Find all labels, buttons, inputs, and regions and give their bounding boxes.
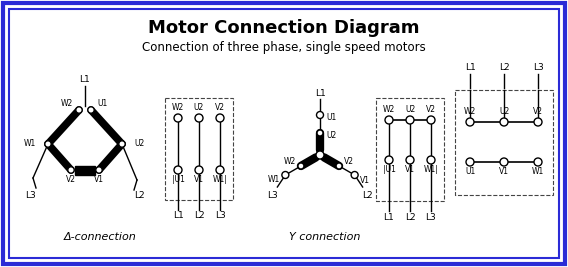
Text: W1: W1 [268,175,281,184]
Text: W1|: W1| [212,175,227,184]
Circle shape [406,116,414,124]
Text: L1: L1 [465,64,475,73]
Text: V2: V2 [533,108,543,116]
Text: U1: U1 [326,112,336,121]
Circle shape [385,156,393,164]
Text: W2: W2 [283,156,296,166]
Circle shape [500,158,508,166]
Text: L2: L2 [194,211,204,221]
Bar [165,98,233,200]
Text: V2: V2 [215,104,225,112]
Circle shape [466,118,474,126]
Circle shape [282,171,289,179]
Text: L3: L3 [215,211,225,221]
Circle shape [45,141,51,147]
Circle shape [174,114,182,122]
Circle shape [427,116,435,124]
Text: Motor Connection Diagram: Motor Connection Diagram [148,19,420,37]
Text: L1: L1 [315,88,325,97]
Circle shape [316,151,324,159]
Text: U2: U2 [499,108,509,116]
Circle shape [216,166,224,174]
Circle shape [317,130,323,136]
Circle shape [534,158,542,166]
Text: V1: V1 [94,175,104,184]
Bar [455,90,553,195]
Text: L1: L1 [173,211,183,221]
Text: L1: L1 [80,76,90,84]
Circle shape [68,167,74,173]
Circle shape [466,158,474,166]
Text: U2: U2 [194,104,204,112]
Text: L3: L3 [267,190,278,199]
Text: W2: W2 [172,104,184,112]
Circle shape [76,107,82,113]
Text: |U1: |U1 [383,166,395,175]
Text: W1: W1 [24,139,36,148]
Circle shape [88,107,94,113]
Circle shape [298,163,304,169]
Circle shape [385,116,393,124]
Circle shape [96,167,102,173]
Text: W2: W2 [464,108,476,116]
Circle shape [500,118,508,126]
Text: Δ-connection: Δ-connection [64,232,136,242]
Text: V1: V1 [499,167,509,176]
Circle shape [427,156,435,164]
Text: U1: U1 [465,167,475,176]
Text: Y connection: Y connection [289,232,361,242]
Circle shape [534,118,542,126]
Text: W2: W2 [61,99,73,108]
Text: V2: V2 [344,156,354,166]
Text: W1|: W1| [424,166,438,175]
Text: W2: W2 [383,105,395,115]
Text: V1: V1 [405,166,415,175]
Text: U1: U1 [97,99,107,108]
Text: V1: V1 [194,175,204,184]
Text: L1: L1 [383,213,394,222]
Text: L2: L2 [499,64,509,73]
Text: U2: U2 [134,139,144,148]
Circle shape [216,114,224,122]
Circle shape [195,114,203,122]
Text: U2: U2 [405,105,415,115]
Circle shape [174,166,182,174]
Circle shape [119,141,125,147]
Text: |U1: |U1 [172,175,185,184]
Text: L3: L3 [425,213,436,222]
Text: Connection of three phase, single speed motors: Connection of three phase, single speed … [142,41,426,54]
Circle shape [336,163,342,169]
Bar [75,166,95,175]
Text: U2: U2 [326,131,336,139]
Circle shape [351,171,358,179]
Circle shape [406,156,414,164]
Text: V2: V2 [66,175,76,184]
Text: W1: W1 [532,167,544,176]
Text: L3: L3 [533,64,544,73]
Text: L3: L3 [26,191,36,201]
Text: V2: V2 [426,105,436,115]
Circle shape [316,112,324,119]
Text: L2: L2 [404,213,415,222]
Text: V1: V1 [360,175,370,184]
Circle shape [195,166,203,174]
Text: L2: L2 [133,191,144,201]
Bar [376,98,444,201]
Text: L2: L2 [362,190,373,199]
